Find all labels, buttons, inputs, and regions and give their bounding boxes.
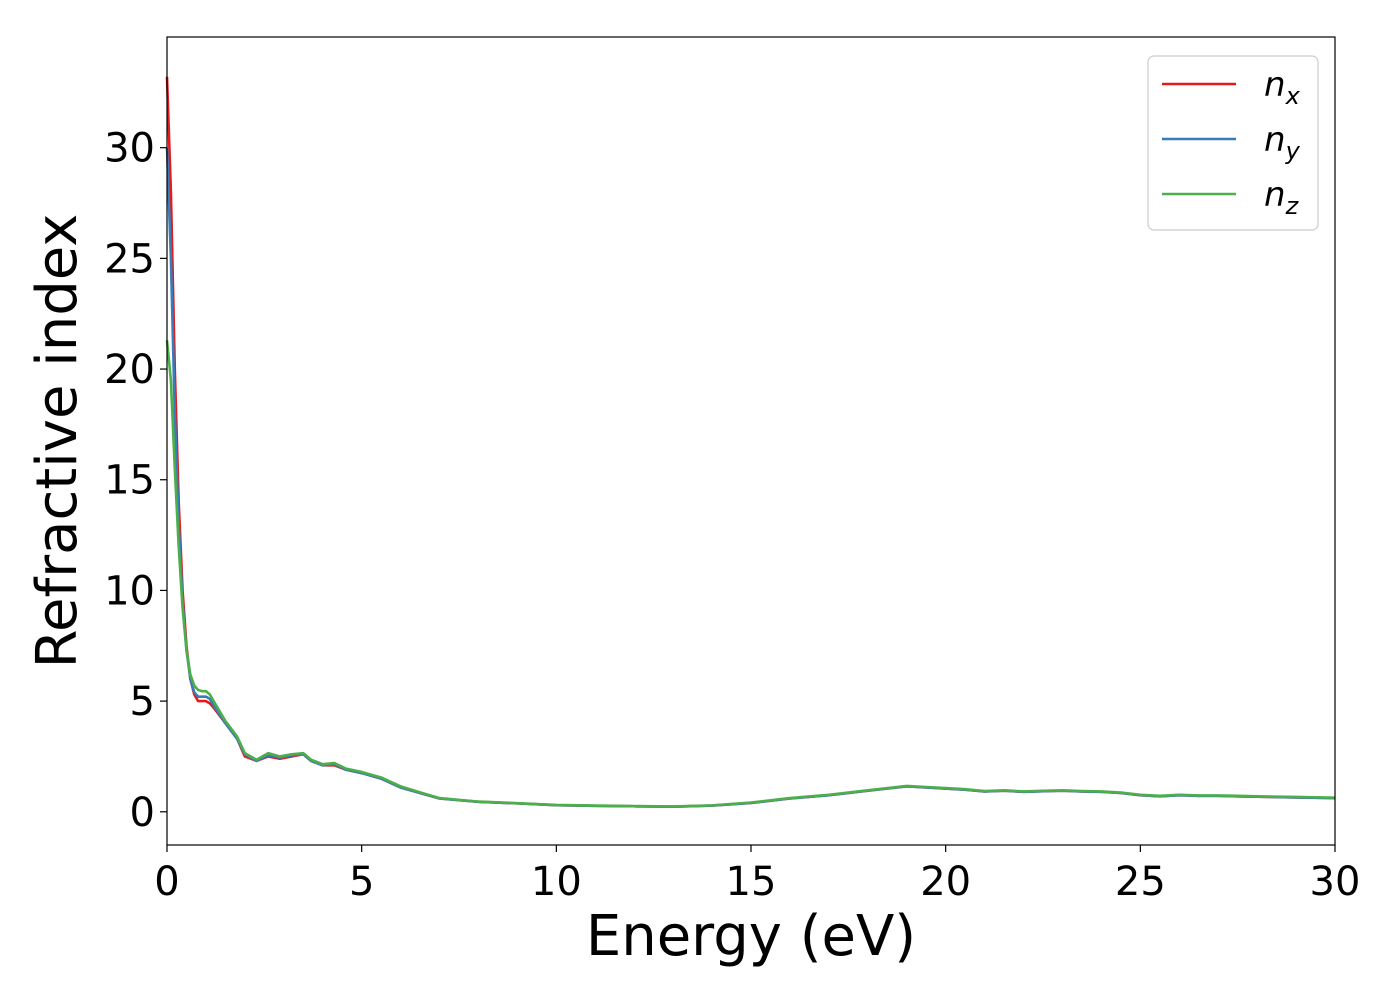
plot-lines	[165, 76, 1336, 808]
series-line-y	[165, 147, 1336, 808]
x-tick-label: 30	[1310, 859, 1361, 905]
x-tick-label: 20	[920, 859, 971, 905]
y-tick-label: 20	[104, 347, 155, 393]
x-tick-label: 15	[726, 859, 777, 905]
x-tick-label: 25	[1115, 859, 1166, 905]
y-tick-label: 30	[104, 126, 155, 172]
legend-label-x: nx	[1264, 65, 1301, 110]
y-tick-label: 10	[104, 568, 155, 614]
legend: nx ny nz	[1147, 55, 1319, 231]
legend-label-z: nz	[1264, 175, 1300, 220]
x-tick-label: 0	[154, 859, 179, 905]
legend-label-y: ny	[1264, 120, 1301, 165]
series-line-z	[165, 340, 1336, 808]
x-tick-label: 10	[531, 859, 582, 905]
y-axis-ticks: 0 5 10 15 20 25 30	[104, 126, 167, 836]
y-tick-label: 15	[104, 458, 155, 504]
y-tick-label: 5	[130, 679, 155, 725]
x-axis-label: Energy (eV)	[586, 904, 916, 969]
legend-box	[1147, 55, 1319, 231]
x-axis-ticks: 0 5 10 15 20 25 30	[154, 845, 1360, 905]
y-axis-label: Refractive index	[25, 214, 90, 669]
y-tick-label: 25	[104, 236, 155, 282]
x-tick-label: 5	[349, 859, 374, 905]
y-tick-label: 0	[130, 790, 155, 836]
